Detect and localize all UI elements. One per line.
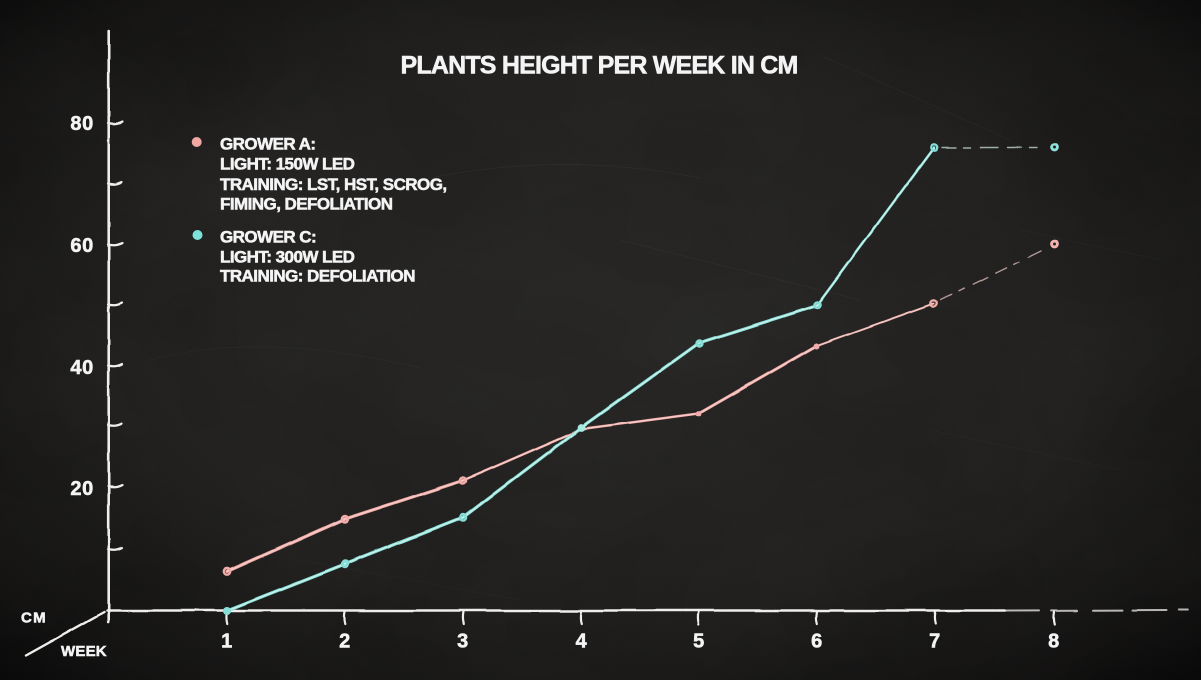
svg-text:TRAINING: DEFOLIATION: TRAINING: DEFOLIATION bbox=[220, 267, 415, 286]
svg-text:GROWER C:: GROWER C: bbox=[220, 228, 316, 247]
svg-text:LIGHT: 300W LED: LIGHT: 300W LED bbox=[220, 248, 355, 267]
svg-text:2: 2 bbox=[339, 631, 351, 653]
svg-text:LIGHT: 150W LED: LIGHT: 150W LED bbox=[220, 155, 355, 174]
svg-text:1: 1 bbox=[221, 631, 233, 653]
svg-text:80: 80 bbox=[70, 113, 94, 135]
svg-text:7: 7 bbox=[929, 631, 941, 653]
svg-text:WEEK: WEEK bbox=[61, 643, 107, 660]
svg-text:GROWER A:: GROWER A: bbox=[220, 135, 315, 154]
svg-text:3: 3 bbox=[457, 631, 469, 653]
svg-text:6: 6 bbox=[811, 631, 823, 653]
svg-text:5: 5 bbox=[693, 631, 705, 653]
svg-text:40: 40 bbox=[70, 357, 94, 379]
svg-text:4: 4 bbox=[576, 631, 588, 653]
svg-text:PLANTS HEIGHT PER WEEK IN CM: PLANTS HEIGHT PER WEEK IN CM bbox=[400, 52, 797, 80]
svg-text:8: 8 bbox=[1048, 631, 1060, 653]
svg-text:FIMING, DEFOLIATION: FIMING, DEFOLIATION bbox=[220, 195, 393, 214]
svg-text:CM: CM bbox=[21, 610, 47, 627]
svg-text:60: 60 bbox=[70, 235, 94, 257]
svg-text:20: 20 bbox=[70, 478, 94, 500]
svg-text:TRAINING: LST, HST, SCROG,: TRAINING: LST, HST, SCROG, bbox=[220, 175, 447, 194]
